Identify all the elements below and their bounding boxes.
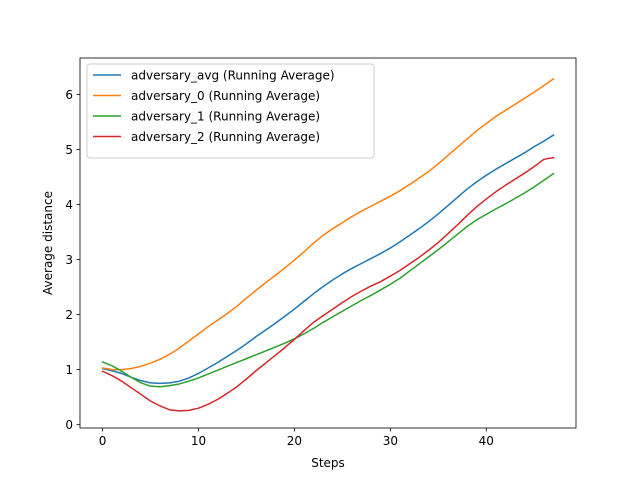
legend-label: adversary_0 (Running Average) xyxy=(131,89,320,103)
y-tick-label: 0 xyxy=(65,418,73,432)
series-line-1 xyxy=(101,77,555,371)
y-tick-label: 3 xyxy=(65,253,73,267)
x-tick-label: 20 xyxy=(287,434,302,448)
y-tick-label: 2 xyxy=(65,308,73,322)
legend-label: adversary_1 (Running Average) xyxy=(131,110,320,124)
legend-label: adversary_avg (Running Average) xyxy=(131,69,335,83)
plot-frame xyxy=(79,57,577,429)
series-line-0 xyxy=(101,134,555,385)
y-axis-ticks: 0 1 2 3 4 5 6 xyxy=(65,88,80,432)
x-tick-label: 10 xyxy=(191,434,206,448)
x-tick-label: 0 xyxy=(99,434,107,448)
x-tick-label: 40 xyxy=(479,434,494,448)
series-line-3 xyxy=(101,156,555,412)
y-axis-label: Average distance xyxy=(41,191,55,295)
y-tick-label: 1 xyxy=(65,363,73,377)
x-axis-ticks: 0 10 20 30 40 xyxy=(99,428,494,448)
legend-label: adversary_2 (Running Average) xyxy=(131,130,320,144)
series-line-2 xyxy=(101,172,555,388)
y-tick-label: 4 xyxy=(65,198,73,212)
y-tick-label: 5 xyxy=(65,143,73,157)
x-axis-label: Steps xyxy=(311,456,345,470)
x-tick-label: 30 xyxy=(383,434,398,448)
series-layer xyxy=(101,77,555,412)
legend: adversary_avg (Running Average) adversary… xyxy=(86,63,375,159)
y-tick-label: 6 xyxy=(65,88,73,102)
legend-box xyxy=(86,63,375,159)
